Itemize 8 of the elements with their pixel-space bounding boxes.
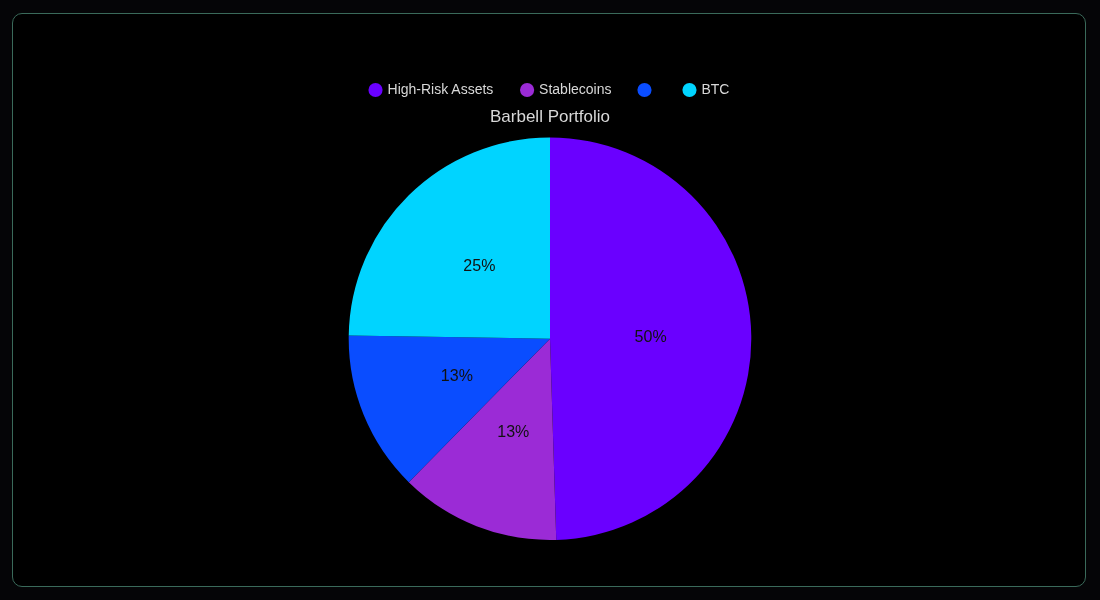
data-label: 25%: [463, 257, 496, 275]
legend-label: BTC: [701, 80, 730, 97]
data-label: 50%: [634, 327, 667, 345]
legend-label: High-Risk Assets: [387, 80, 494, 97]
text: Barbell Portfolio: [489, 106, 611, 126]
data-label: 13%: [440, 367, 473, 385]
legend-label: Stablecoins: [539, 80, 612, 97]
data-label: 13%: [497, 422, 530, 440]
